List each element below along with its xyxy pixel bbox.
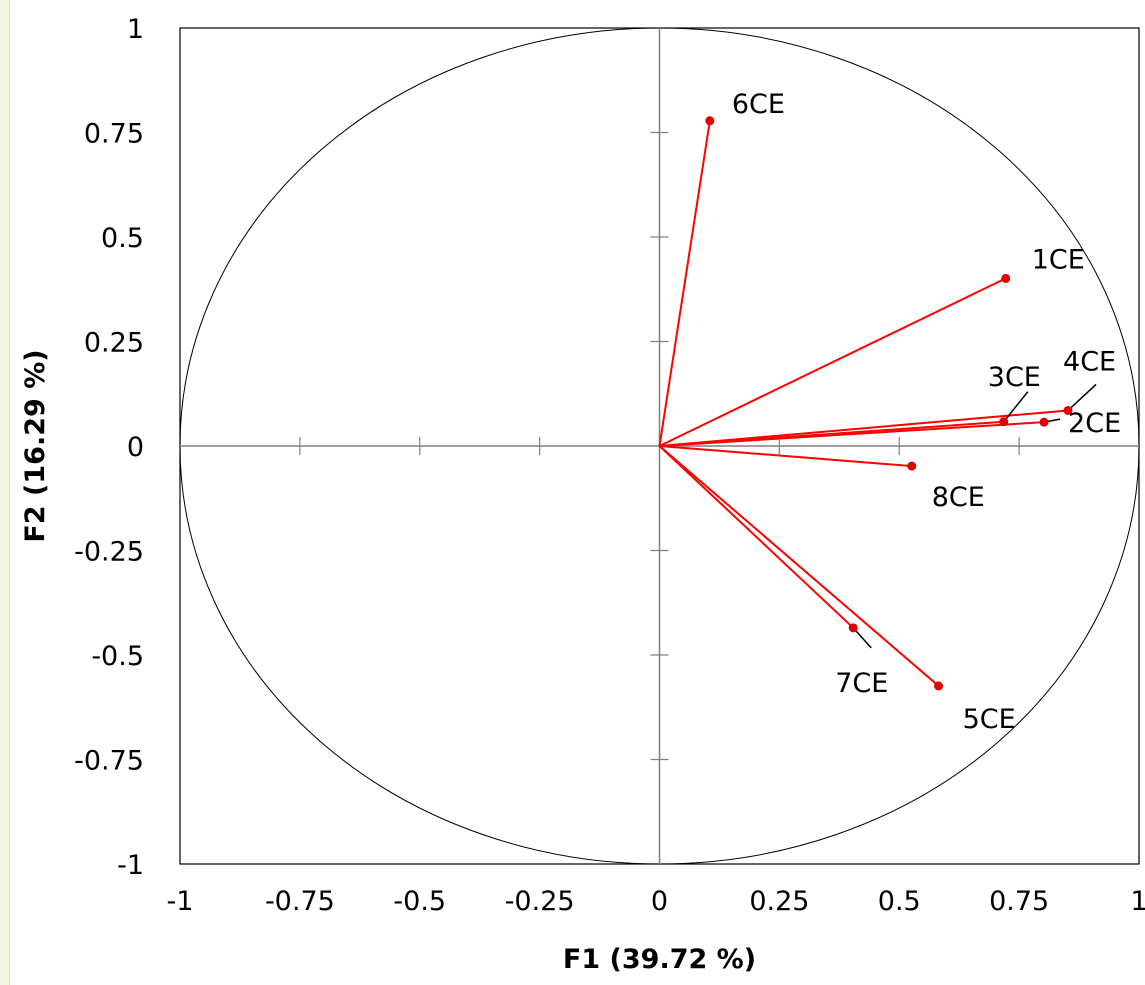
vector-6CE — [658, 120, 711, 447]
label-1CE: 1CE — [1032, 244, 1085, 275]
label-5CE: 5CE — [963, 704, 1016, 735]
label-3CE: 3CE — [988, 362, 1041, 393]
x-tick-label: 1 — [1130, 886, 1145, 917]
point-1CE — [1001, 273, 1011, 283]
x-tick-label: 0.75 — [989, 886, 1049, 917]
y-tick-label: 0 — [127, 432, 144, 463]
label-2CE: 2CE — [1068, 408, 1121, 439]
y-tick-label: -0.75 — [74, 746, 144, 777]
y-tick-label: 0.75 — [84, 119, 144, 150]
vector-1CE — [659, 277, 1007, 447]
leader-4CE — [1067, 383, 1097, 412]
y-tick-label: 0.5 — [101, 223, 144, 254]
x-tick-label: -0.75 — [265, 886, 335, 917]
x-tick-label: -1 — [167, 886, 194, 917]
vector-8CE — [659, 445, 912, 468]
point-6CE — [705, 116, 715, 126]
y-tick-label: -1 — [117, 850, 144, 881]
vector-7CE — [658, 445, 854, 629]
y-tick-label: 1 — [127, 14, 144, 45]
point-2CE — [1039, 417, 1049, 427]
vector-2CE — [659, 421, 1045, 447]
label-4CE: 4CE — [1063, 346, 1116, 377]
vector-5CE — [658, 445, 940, 687]
x-tick-label: 0 — [651, 886, 668, 917]
page-edge-strip — [0, 0, 10, 985]
label-6CE: 6CE — [732, 89, 785, 120]
point-7CE — [848, 623, 858, 633]
point-5CE — [934, 681, 944, 691]
point-3CE — [999, 417, 1009, 427]
y-tick-label: -0.5 — [91, 641, 144, 672]
x-tick-label: 0.5 — [878, 886, 921, 917]
y-tick-label: -0.25 — [74, 537, 144, 568]
y-tick-label: 0.25 — [84, 328, 144, 359]
x-axis-title: F1 (39.72 %) — [563, 944, 756, 975]
x-tick-label: 0.25 — [749, 886, 809, 917]
point-4CE — [1063, 405, 1073, 415]
x-tick-label: -0.25 — [505, 886, 575, 917]
label-7CE: 7CE — [835, 668, 888, 699]
x-tick-label: -0.5 — [393, 886, 446, 917]
point-8CE — [907, 461, 917, 471]
vector-4CE — [659, 409, 1069, 447]
y-axis-title: F2 (16.29 %) — [20, 349, 51, 542]
leader-3CE — [1003, 391, 1029, 423]
label-8CE: 8CE — [932, 482, 985, 513]
